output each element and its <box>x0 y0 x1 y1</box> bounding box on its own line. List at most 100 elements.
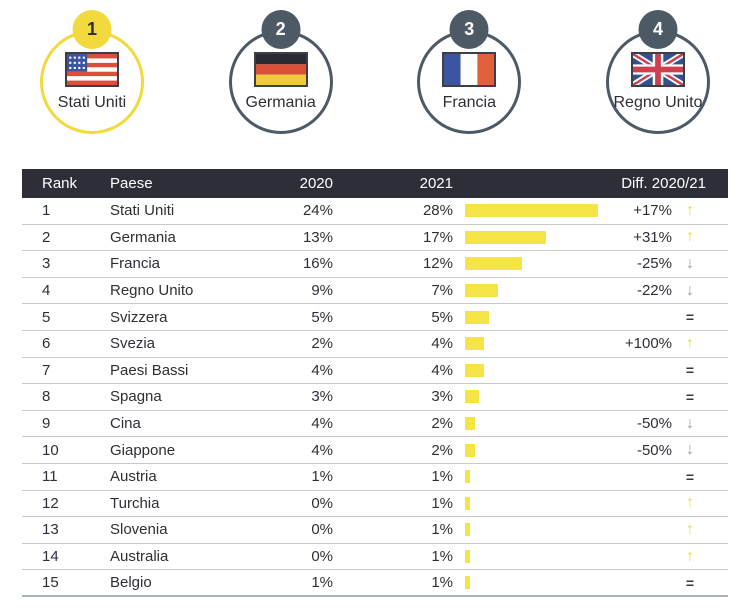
table-row: 12 Turchia 0% 1% ↑ <box>22 491 728 518</box>
trend-up-icon: ↑ <box>686 494 694 512</box>
country-label: Francia <box>442 94 496 111</box>
row-country: Stati Uniti <box>110 202 175 220</box>
row-rank: 13 <box>42 521 59 539</box>
trend-down-icon: ↓ <box>686 254 694 272</box>
row-country: Francia <box>110 255 161 273</box>
value-bar <box>465 417 475 431</box>
header-diff: Diff. 2020/21 <box>621 175 706 192</box>
row-rank: 12 <box>42 494 59 512</box>
row-rank: 10 <box>42 441 59 459</box>
value-bar <box>465 550 470 564</box>
row-2020-value: 3% <box>311 388 333 406</box>
table-row: 9 Cina 4% 2% -50% ↓ <box>22 411 728 438</box>
row-rank: 6 <box>42 335 51 353</box>
table-body: 1 Stati Uniti 24% 28% +17% ↑ 2 Germania … <box>22 198 728 597</box>
table-row: 7 Paesi Bassi 4% 4% = <box>22 358 728 385</box>
row-2021-value: 5% <box>431 308 453 326</box>
trend-up-icon: ↑ <box>686 334 694 352</box>
row-bar-cell <box>453 523 607 537</box>
row-2020-value: 9% <box>311 282 333 300</box>
country-label: Stati Uniti <box>57 94 127 111</box>
row-bar-cell <box>453 257 607 271</box>
top-ranking-circles: 1 Stati Uniti 2 Germania 3 Francia 4 Reg… <box>0 0 750 152</box>
us-flag-icon <box>65 52 119 87</box>
table-row: 8 Spagna 3% 3% = <box>22 384 728 411</box>
row-country: Svezia <box>110 335 156 353</box>
row-country: Paesi Bassi <box>110 361 189 379</box>
trend-equal-icon: = <box>685 388 695 405</box>
row-2020-value: 0% <box>311 548 333 566</box>
country-label: Germania <box>245 94 316 111</box>
value-bar <box>465 363 484 377</box>
row-rank: 7 <box>42 361 51 379</box>
row-bar-cell <box>453 417 607 431</box>
row-2020-value: 4% <box>311 361 333 379</box>
trend-up-icon: ↑ <box>686 201 694 219</box>
row-2020-value: 24% <box>302 202 333 220</box>
row-2020-value: 5% <box>311 308 333 326</box>
rank-item: 4 Regno Unito <box>592 8 724 160</box>
value-bar <box>465 257 522 271</box>
country-label: Regno Unito <box>613 94 703 111</box>
rank-item: 1 Stati Uniti <box>26 8 158 160</box>
row-2021-value: 17% <box>422 228 453 246</box>
rank-badge: 4 <box>638 10 678 49</box>
row-country: Giappone <box>110 441 176 459</box>
row-bar-cell <box>453 443 607 457</box>
row-2021-value: 1% <box>431 494 453 512</box>
table-row: 14 Australia 0% 1% ↑ <box>22 544 728 571</box>
row-bar-cell <box>453 550 607 564</box>
row-rank: 14 <box>42 548 59 566</box>
row-diff-value: -50% <box>636 441 672 459</box>
trend-up-icon: ↑ <box>686 228 694 246</box>
row-bar-cell <box>453 576 607 590</box>
row-bar-cell <box>453 496 607 510</box>
trend-up-icon: ↑ <box>686 520 694 538</box>
row-diff-value: -25% <box>636 255 672 273</box>
value-bar <box>465 390 480 404</box>
row-diff-value: +100% <box>624 335 672 353</box>
row-2020-value: 2% <box>311 335 333 353</box>
trend-up-icon: ↑ <box>686 547 694 565</box>
value-bar <box>465 284 499 298</box>
row-2021-value: 1% <box>431 548 453 566</box>
rank-item: 2 Germania <box>215 8 347 160</box>
header-2020: 2020 <box>299 175 333 192</box>
row-2021-value: 3% <box>431 388 453 406</box>
trend-down-icon: ↓ <box>686 414 694 432</box>
row-bar-cell <box>453 390 607 404</box>
trend-down-icon: ↓ <box>686 281 694 299</box>
row-country: Spagna <box>110 388 162 406</box>
row-rank: 1 <box>42 202 51 220</box>
rank-ring: Francia <box>417 30 522 134</box>
row-2021-value: 1% <box>431 521 453 539</box>
row-country: Austria <box>110 468 157 486</box>
row-country: Belgio <box>110 574 152 592</box>
row-rank: 8 <box>42 388 51 406</box>
table-row: 2 Germania 13% 17% +31% ↑ <box>22 225 728 252</box>
row-rank: 9 <box>42 415 51 433</box>
row-2021-value: 1% <box>431 574 453 592</box>
row-2020-value: 0% <box>311 521 333 539</box>
header-rank: Rank <box>42 175 78 192</box>
row-2021-value: 12% <box>422 255 453 273</box>
row-2020-value: 4% <box>311 441 333 459</box>
row-2021-value: 4% <box>431 361 453 379</box>
value-bar <box>465 496 470 510</box>
header-country: Paese <box>110 175 153 192</box>
row-2021-value: 7% <box>431 282 453 300</box>
row-2021-value: 2% <box>431 415 453 433</box>
row-2020-value: 13% <box>302 228 333 246</box>
row-bar-cell <box>453 337 607 351</box>
uk-flag-icon <box>630 52 685 87</box>
row-rank: 11 <box>42 468 58 486</box>
value-bar <box>465 310 489 324</box>
row-2020-value: 16% <box>302 255 333 273</box>
value-bar <box>465 204 598 218</box>
row-country: Regno Unito <box>110 282 194 300</box>
trend-down-icon: ↓ <box>686 441 694 459</box>
header-2021: 2021 <box>419 175 453 192</box>
row-diff-value: +31% <box>633 228 672 246</box>
row-bar-cell <box>453 230 607 244</box>
trend-equal-icon: = <box>685 468 695 485</box>
